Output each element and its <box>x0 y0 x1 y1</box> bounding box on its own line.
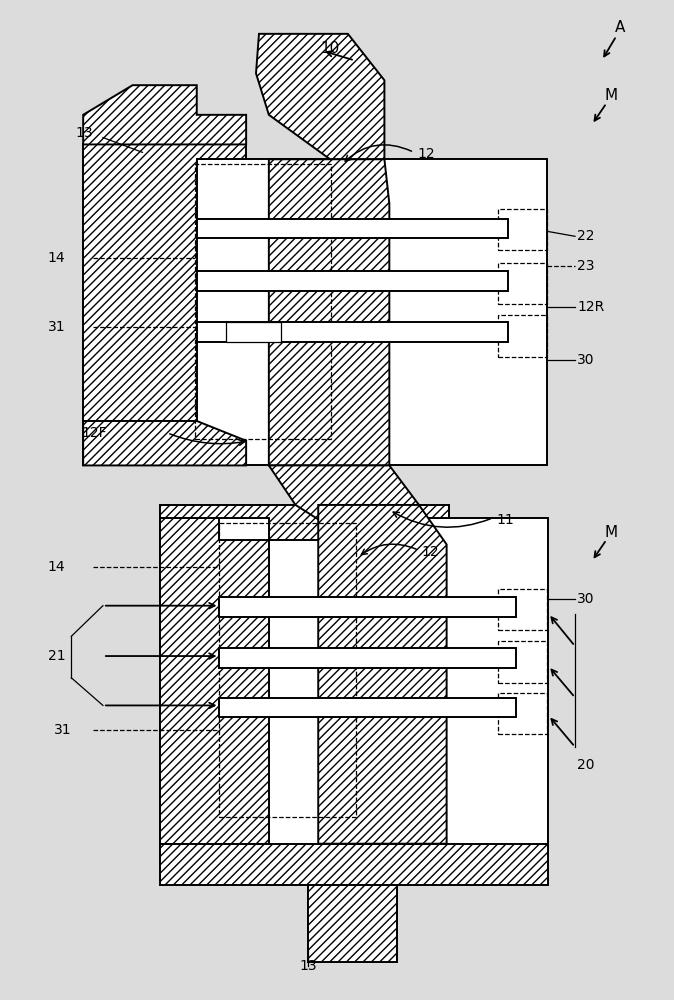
Text: 30: 30 <box>577 353 594 367</box>
Bar <box>220 648 516 668</box>
Text: 10: 10 <box>320 41 340 56</box>
Bar <box>142 159 547 465</box>
Bar <box>498 315 547 357</box>
Text: 12: 12 <box>422 545 439 559</box>
Text: 12: 12 <box>417 147 435 161</box>
Text: M: M <box>605 525 618 540</box>
Polygon shape <box>309 885 397 962</box>
Text: 31: 31 <box>54 723 71 737</box>
Text: 13: 13 <box>299 959 317 973</box>
Bar <box>498 693 547 734</box>
Bar <box>498 589 547 630</box>
Polygon shape <box>83 144 246 465</box>
Text: 13: 13 <box>75 126 93 140</box>
Text: 11: 11 <box>496 513 514 527</box>
Bar <box>197 322 508 342</box>
Text: 12F: 12F <box>81 426 106 440</box>
Polygon shape <box>83 85 246 144</box>
Polygon shape <box>83 421 246 465</box>
Bar <box>195 164 331 439</box>
Bar <box>226 322 280 342</box>
Polygon shape <box>318 505 447 844</box>
Text: 23: 23 <box>577 259 594 273</box>
Bar <box>197 271 508 291</box>
Polygon shape <box>269 465 419 544</box>
Bar <box>498 209 547 250</box>
Text: 21: 21 <box>48 649 65 663</box>
Polygon shape <box>160 518 269 865</box>
Bar <box>220 698 516 717</box>
Bar <box>197 219 508 238</box>
Text: 30: 30 <box>577 592 594 606</box>
Polygon shape <box>160 505 449 540</box>
Text: 22: 22 <box>577 229 594 243</box>
Bar <box>498 641 547 683</box>
Bar <box>160 518 549 849</box>
Bar <box>498 263 547 304</box>
Polygon shape <box>160 844 549 935</box>
Text: 20: 20 <box>577 758 594 772</box>
Text: 14: 14 <box>48 560 65 574</box>
Bar <box>220 523 356 817</box>
Bar <box>220 597 516 617</box>
Text: M: M <box>605 88 618 103</box>
Text: 31: 31 <box>48 320 65 334</box>
Polygon shape <box>269 159 390 465</box>
Polygon shape <box>256 34 384 159</box>
Text: 14: 14 <box>48 251 65 265</box>
Text: 12R: 12R <box>577 300 605 314</box>
Text: A: A <box>615 20 625 35</box>
